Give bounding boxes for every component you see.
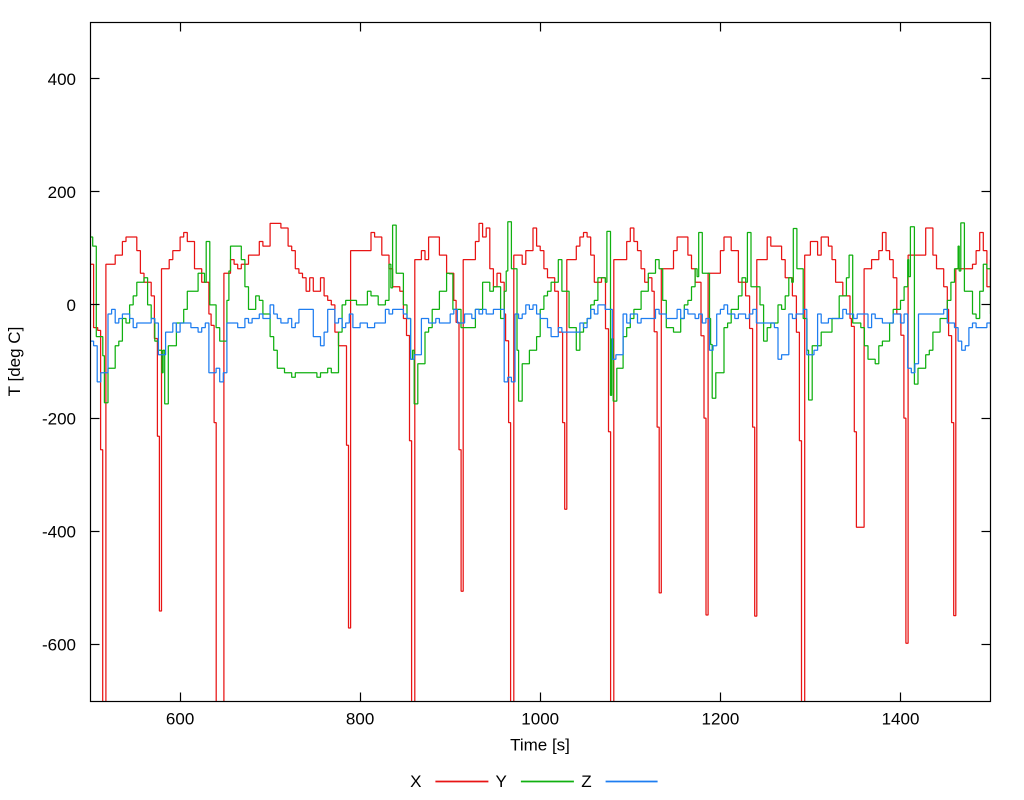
svg-text:400: 400 [48, 70, 76, 89]
svg-text:-600: -600 [42, 636, 76, 655]
svg-text:800: 800 [346, 710, 374, 729]
svg-text:Y: Y [496, 772, 507, 791]
svg-text:Time [s]: Time [s] [510, 736, 570, 755]
svg-text:T [deg C]: T [deg C] [5, 327, 24, 397]
svg-text:-200: -200 [42, 409, 76, 428]
svg-text:Z: Z [581, 772, 591, 791]
svg-text:X: X [410, 772, 421, 791]
svg-text:1200: 1200 [701, 710, 739, 729]
svg-text:0: 0 [67, 296, 76, 315]
svg-text:200: 200 [48, 183, 76, 202]
svg-text:-400: -400 [42, 523, 76, 542]
svg-text:1400: 1400 [882, 710, 920, 729]
svg-text:600: 600 [166, 710, 194, 729]
svg-text:1000: 1000 [521, 710, 559, 729]
